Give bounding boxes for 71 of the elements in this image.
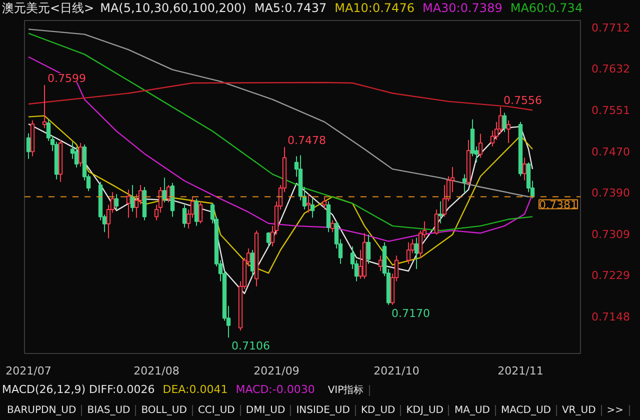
text: CCI_UD [192, 405, 241, 416]
x-tick-label: 2021/07 [6, 364, 52, 378]
text: MA60:0.734 [510, 1, 583, 15]
candlestick [378, 255, 383, 272]
annotation: 0.7556 [504, 94, 542, 108]
candlestick [478, 133, 483, 158]
annotation: 0.7599 [48, 72, 86, 86]
text: >> [602, 405, 630, 416]
line-series [28, 115, 534, 274]
text: BOLL_UD [136, 405, 193, 416]
candlestick [438, 200, 443, 224]
annotation: 0.7106 [232, 340, 270, 353]
y-tick-label: 0.7148 [592, 310, 630, 324]
candlestick [326, 200, 331, 233]
chart-subtitle: MA(5,10,30,60,100,200) [100, 1, 246, 15]
text: DEA:0.0041 [162, 383, 228, 396]
candlestick [130, 184, 135, 212]
candlestick [502, 112, 507, 133]
y-tick-label: 0.7309 [592, 228, 630, 242]
candlestick [306, 194, 311, 214]
candlestick [406, 242, 411, 264]
candlestick [250, 250, 255, 277]
candlestick [266, 232, 271, 247]
text: MA5:0.7437 [254, 1, 327, 15]
candlestick [26, 132, 31, 160]
x-tick-label: 2021/08 [134, 364, 180, 378]
text: VIP指标 [322, 385, 370, 396]
annotation: 0.7478 [288, 134, 326, 148]
y-tick-label: 0.7712 [592, 22, 630, 35]
y-tick-label: 0.7229 [592, 269, 630, 282]
candlestick [78, 142, 83, 168]
text: KD_UD [356, 405, 402, 416]
candlestick [310, 198, 315, 218]
x-tick-label: 2021/09 [254, 364, 300, 378]
candlestick [166, 184, 171, 203]
candlestick [366, 234, 371, 264]
candlestick [434, 209, 439, 236]
text: KDJ_UD [401, 405, 450, 416]
x-tick-label: 2021/11 [498, 364, 544, 378]
candlestick [322, 196, 327, 210]
text: MACD(26,12,9) DIFF:0.0026 [2, 383, 155, 396]
candlestick [198, 200, 203, 224]
annotation: 0.7170 [392, 306, 430, 320]
candlestick [42, 84, 47, 129]
candlestick [182, 204, 187, 228]
candlestick [162, 177, 167, 203]
y-tick-label: 0.7632 [592, 62, 630, 76]
text: MACD_UD [496, 405, 557, 416]
x-tick-label: 2021/10 [374, 364, 420, 378]
candlestick [414, 237, 419, 270]
text: VR_UD [556, 405, 602, 416]
text: MA_UD [449, 405, 496, 416]
chart-title: 澳元美元<日线> [2, 1, 94, 15]
text: INSIDE_UD [291, 405, 356, 416]
text: MA30:0.7389 [422, 1, 502, 15]
candlestick [462, 174, 467, 193]
candlestick [522, 157, 527, 181]
text: BIAS_UD [82, 405, 136, 416]
candlestick [506, 120, 511, 144]
y-tick-label: 0.7551 [592, 104, 630, 118]
y-tick-label: 0.7470 [592, 146, 630, 159]
candlestick [114, 194, 119, 211]
text: MACD:-0.0030 [236, 383, 315, 396]
text: MA10:0.7476 [334, 1, 414, 15]
y-tick-label: 0.7390 [592, 186, 630, 200]
text: DMI_UD [240, 405, 292, 416]
candlestick [330, 220, 335, 233]
ref-line-label: 0.7381 [539, 198, 578, 212]
candlestick [194, 198, 199, 226]
candlestick [126, 189, 131, 218]
text: BARUPDN_UD [2, 405, 82, 416]
